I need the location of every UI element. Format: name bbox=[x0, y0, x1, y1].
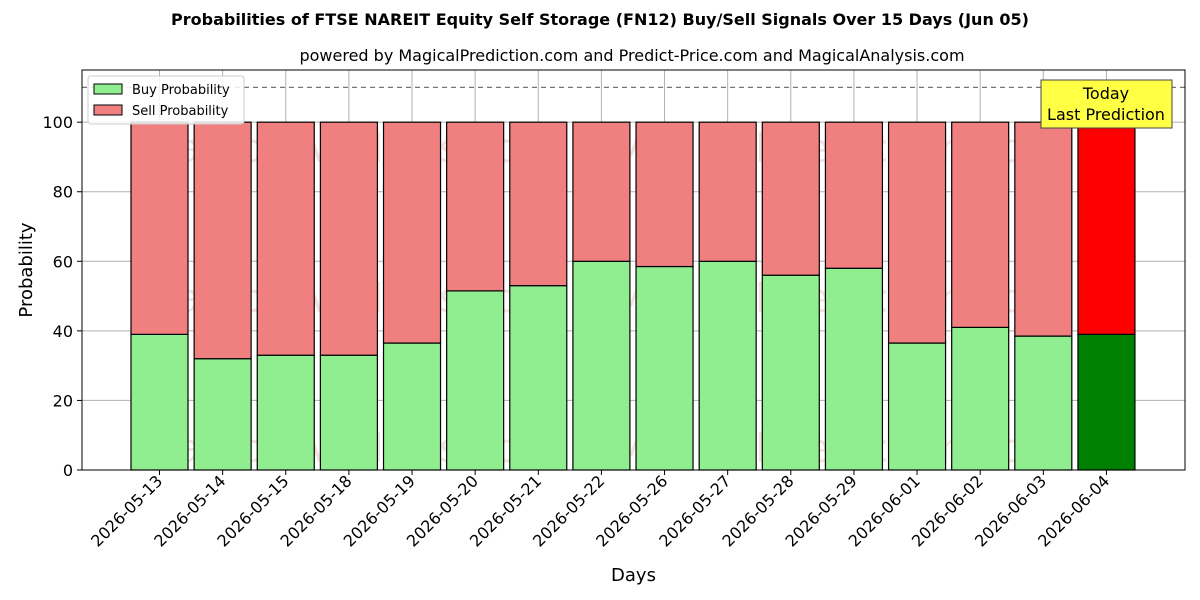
buy-bar bbox=[446, 290, 505, 471]
bars-layer bbox=[82, 86, 1185, 471]
buy-bar bbox=[887, 342, 947, 471]
legend: Buy Probability Sell Probability bbox=[87, 75, 245, 125]
legend-swatch bbox=[93, 83, 123, 95]
annotation-box bbox=[1040, 79, 1173, 129]
sell-bar bbox=[319, 121, 378, 356]
legend-swatch bbox=[93, 104, 123, 116]
buy-bar bbox=[698, 260, 757, 471]
sell-bar bbox=[1014, 121, 1073, 337]
sell-bar bbox=[256, 121, 315, 356]
buy-bar bbox=[193, 358, 252, 471]
x-axis-label: Days bbox=[611, 565, 656, 586]
legend-label: Sell Probability bbox=[132, 104, 229, 119]
plot-frame bbox=[81, 69, 1186, 471]
today-annotation: Today Last Prediction bbox=[1040, 79, 1173, 129]
sell-bar bbox=[193, 121, 252, 360]
sell-bar bbox=[382, 121, 442, 344]
sell-bar bbox=[951, 121, 1010, 328]
chart-subtitle: powered by MagicalPrediction.com and Pre… bbox=[299, 46, 965, 65]
sell-bar bbox=[446, 121, 505, 292]
buy-bar bbox=[382, 342, 442, 471]
buy-bar bbox=[951, 326, 1010, 471]
annotation-line: Today bbox=[1082, 84, 1129, 103]
buy-bar bbox=[761, 274, 820, 471]
sell-bar bbox=[1077, 121, 1136, 335]
legend-label: Buy Probability bbox=[132, 83, 230, 98]
y-tick-label: 100 bbox=[42, 113, 73, 132]
annotation-line: Last Prediction bbox=[1047, 105, 1165, 124]
buy-bar bbox=[824, 267, 884, 471]
buy-bar bbox=[635, 265, 694, 471]
sell-bar bbox=[130, 121, 189, 335]
sell-bar bbox=[635, 121, 694, 268]
buy-bar bbox=[572, 260, 631, 471]
y-tick-label: 20 bbox=[53, 391, 73, 410]
y-tick-label: 0 bbox=[63, 461, 73, 480]
sell-bar bbox=[509, 121, 568, 287]
chart-title: Probabilities of FTSE NAREIT Equity Self… bbox=[171, 10, 1029, 29]
sell-bar bbox=[572, 121, 631, 262]
y-axis-label: Probability bbox=[16, 222, 37, 317]
buy-bar bbox=[509, 285, 568, 471]
y-tick-label: 60 bbox=[53, 252, 73, 271]
y-tick-label: 40 bbox=[53, 322, 73, 341]
sell-bar bbox=[698, 121, 757, 262]
buy-bar bbox=[256, 354, 315, 471]
y-tick-label: 80 bbox=[53, 183, 73, 202]
sell-bar bbox=[887, 121, 947, 344]
buy-bar bbox=[319, 354, 378, 471]
legend-box bbox=[87, 75, 245, 125]
sell-bar bbox=[761, 121, 820, 276]
buy-bar bbox=[1077, 333, 1136, 471]
buy-bar bbox=[1014, 335, 1073, 471]
sell-bar bbox=[824, 121, 884, 269]
buy-bar bbox=[130, 333, 189, 471]
